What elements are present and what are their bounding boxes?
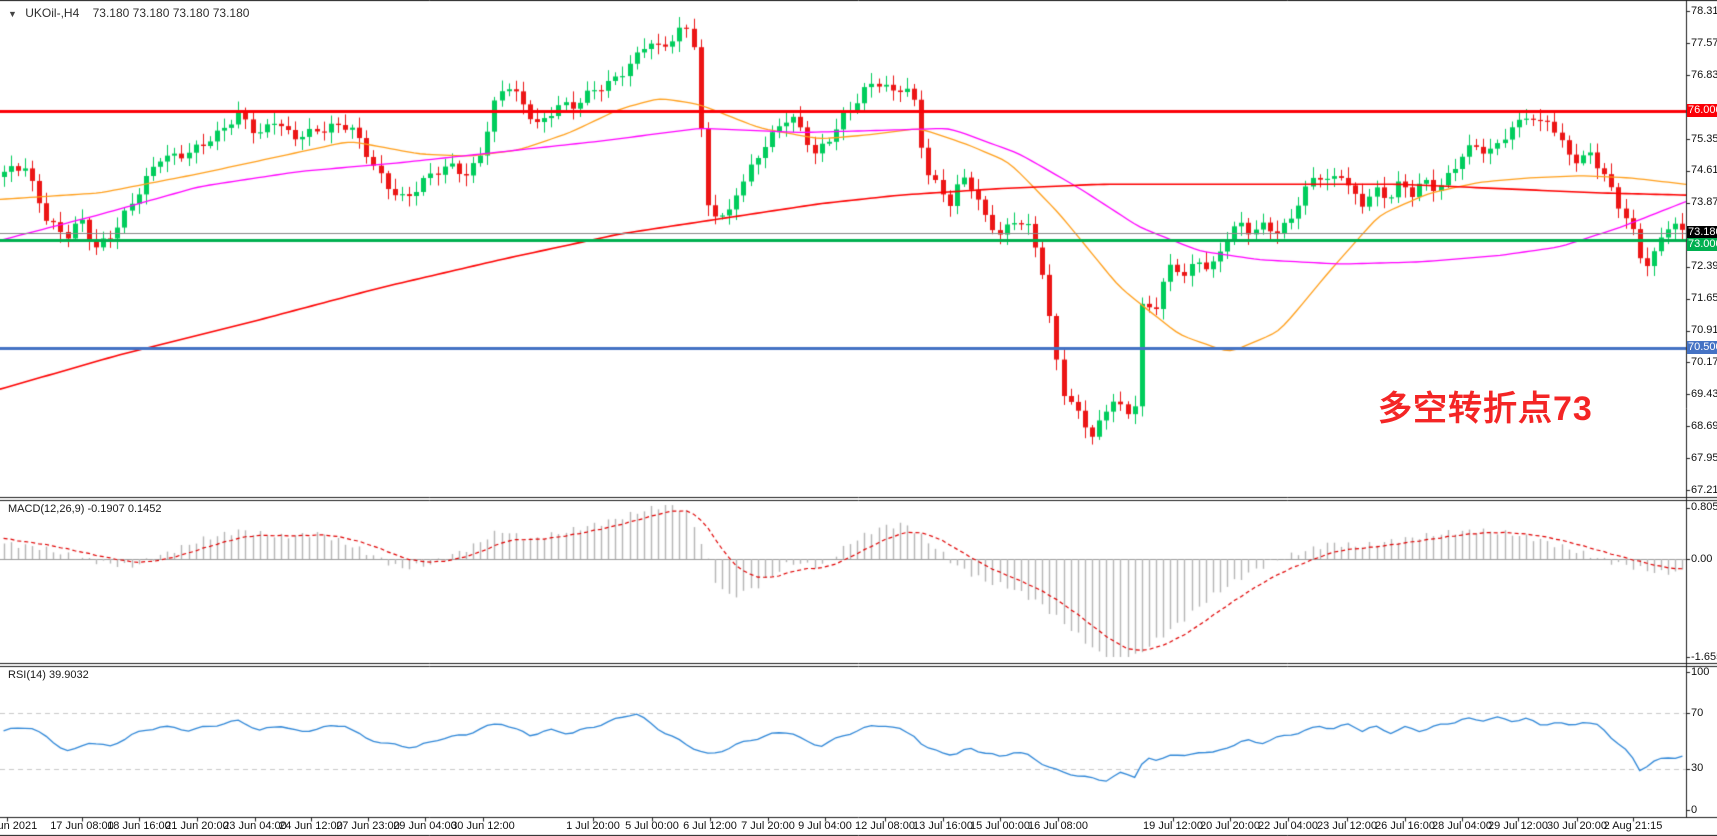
rsi-axis-tick: 30 [1691, 762, 1704, 775]
time-axis-label: 28 Jul 04:00 [1432, 820, 1492, 832]
macd-indicator-label: MACD(12,26,9) -0.1907 0.1452 [8, 503, 162, 515]
time-axis-label: 20 Jul 20:00 [1200, 820, 1260, 832]
price-axis-tick: 74.610 [1691, 164, 1717, 177]
time-axis-label: 7 Jul 20:00 [741, 820, 795, 832]
price-axis-tick: 70.170 [1691, 355, 1717, 368]
price-axis-tick: 73.870 [1691, 196, 1717, 209]
time-axis-label: 26 Jul 16:00 [1375, 820, 1435, 832]
time-axis-label: 29 Jul 12:00 [1488, 820, 1548, 832]
time-axis-label: 13 Jul 16:00 [913, 820, 973, 832]
time-axis-label: 19 Jul 12:00 [1143, 820, 1203, 832]
macd-axis-tick: 0.805 [1691, 501, 1717, 514]
price-level-tag-73.180: 73.180 [1687, 225, 1717, 239]
time-axis-label: 5 Jul 00:00 [625, 820, 679, 832]
symbol-dropdown-icon[interactable]: ▼ [8, 9, 17, 19]
price-axis-tick: 68.690 [1691, 419, 1717, 432]
time-axis-label: 18 Jun 16:00 [107, 820, 171, 832]
price-axis-tick: 71.650 [1691, 292, 1717, 305]
price-axis-tick: 76.830 [1691, 68, 1717, 81]
time-axis-label: 6 Jul 12:00 [683, 820, 737, 832]
price-axis-tick: 67.210 [1691, 483, 1717, 496]
time-axis-label: 23 Jul 12:00 [1317, 820, 1377, 832]
text-annotation: 多空转折点73 [1378, 390, 1593, 428]
time-axis-label: 22 Jul 04:00 [1258, 820, 1318, 832]
time-axis-label: 17 Jun 08:00 [50, 820, 114, 832]
symbol-timeframe-label: UKOil-,H4 [25, 6, 80, 20]
time-axis-label: 23 Jun 04:00 [223, 820, 287, 832]
ohlc-quotes: 73.180 73.180 73.180 73.180 [92, 6, 250, 20]
price-axis-tick: 77.570 [1691, 36, 1717, 49]
time-axis-label: 24 Jun 12:00 [279, 820, 343, 832]
time-axis-label: 2 Aug 21:15 [1603, 820, 1663, 832]
time-axis-label: 16 Jul 08:00 [1028, 820, 1088, 832]
time-axis-label: 15 Jul 00:00 [970, 820, 1030, 832]
time-axis-label: 16 Jun 2021 [0, 820, 38, 832]
rsi-indicator-label: RSI(14) 39.9032 [8, 669, 89, 681]
price-axis-tick: 69.430 [1691, 387, 1717, 400]
price-level-tag-73.000: 73.000 [1687, 238, 1717, 252]
price-axis-tick: 67.950 [1691, 451, 1717, 464]
price-axis-tick: 72.390 [1691, 260, 1717, 273]
time-axis-label: 21 Jun 20:00 [165, 820, 229, 832]
time-axis-label: 9 Jul 04:00 [798, 820, 852, 832]
macd-axis-tick: 0.00 [1691, 552, 1713, 565]
time-axis-label: 1 Jul 20:00 [566, 820, 620, 832]
time-axis-label: 27 Jun 23:00 [336, 820, 400, 832]
price-axis-tick: 78.310 [1691, 4, 1717, 17]
rsi-axis-tick: 0 [1691, 803, 1698, 816]
chart-header: ▼ UKOil-,H4 73.180 73.180 73.180 73.180 [8, 6, 249, 20]
price-level-tag-76.000: 76.000 [1687, 103, 1717, 117]
macd-axis-tick: -1.6556 [1691, 650, 1717, 663]
time-axis-label: 12 Jul 08:00 [855, 820, 915, 832]
time-axis-label: 30 Jun 12:00 [451, 820, 515, 832]
rsi-axis-tick: 70 [1691, 706, 1704, 719]
time-axis-label: 30 Jul 20:00 [1547, 820, 1607, 832]
price-axis-tick: 70.910 [1691, 324, 1717, 337]
time-axis-label: 29 Jun 04:00 [393, 820, 457, 832]
price-level-tag-70.500: 70.500 [1687, 341, 1717, 355]
price-axis-tick: 75.350 [1691, 132, 1717, 145]
rsi-axis-tick: 100 [1691, 665, 1710, 678]
